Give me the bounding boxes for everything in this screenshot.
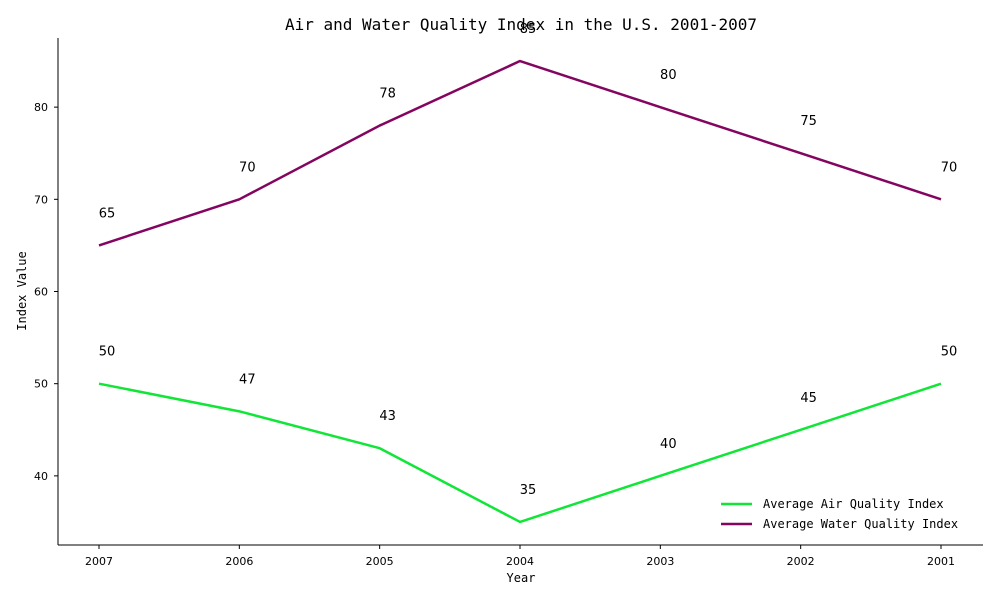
axes [57,38,983,546]
series-line-0 [98,382,942,524]
data-label: 35 [520,483,537,498]
x-tick-label: 2001 [927,555,955,568]
data-label: 85 [520,22,537,37]
x-tick-label: 2006 [225,555,253,568]
data-label: 65 [99,206,116,221]
x-tick-label: 2007 [85,555,113,568]
data-label: 45 [800,391,817,406]
legend: Average Air Quality Index Average Water Q… [721,497,958,531]
y-tick-label: 70 [34,193,48,206]
data-label: 75 [800,114,817,129]
legend-label: Average Water Quality Index [763,517,958,531]
legend-label: Average Air Quality Index [763,497,944,511]
data-labels: 50 47 43 35 40 45 50 65 70 78 85 80 75 70 [99,22,958,498]
data-label: 70 [239,160,256,175]
y-tick-label: 50 [34,378,48,391]
data-label: 47 [239,372,256,387]
data-label: 40 [660,437,677,452]
x-tick-label: 2005 [366,555,394,568]
series-lines [98,59,942,524]
y-tick-label: 40 [34,470,48,483]
data-label: 80 [660,68,677,83]
x-tick-label: 2003 [646,555,674,568]
data-label: 78 [379,87,396,102]
x-tick-label: 2004 [506,555,534,568]
data-label: 50 [99,345,116,360]
chart-title: Air and Water Quality Index in the U.S. … [285,15,757,34]
data-label: 50 [941,345,958,360]
x-ticks: 2007 2006 2005 2004 2003 2002 2001 [85,545,955,568]
x-axis-label: Year [507,571,536,585]
series-line-1 [98,59,942,247]
y-ticks: 40 50 60 70 80 [34,101,58,483]
y-tick-label: 80 [34,101,48,114]
data-label: 70 [941,160,958,175]
y-axis-label: Index Value [15,251,29,330]
data-label: 43 [379,409,396,424]
y-tick-label: 60 [34,286,48,299]
x-tick-label: 2002 [787,555,815,568]
